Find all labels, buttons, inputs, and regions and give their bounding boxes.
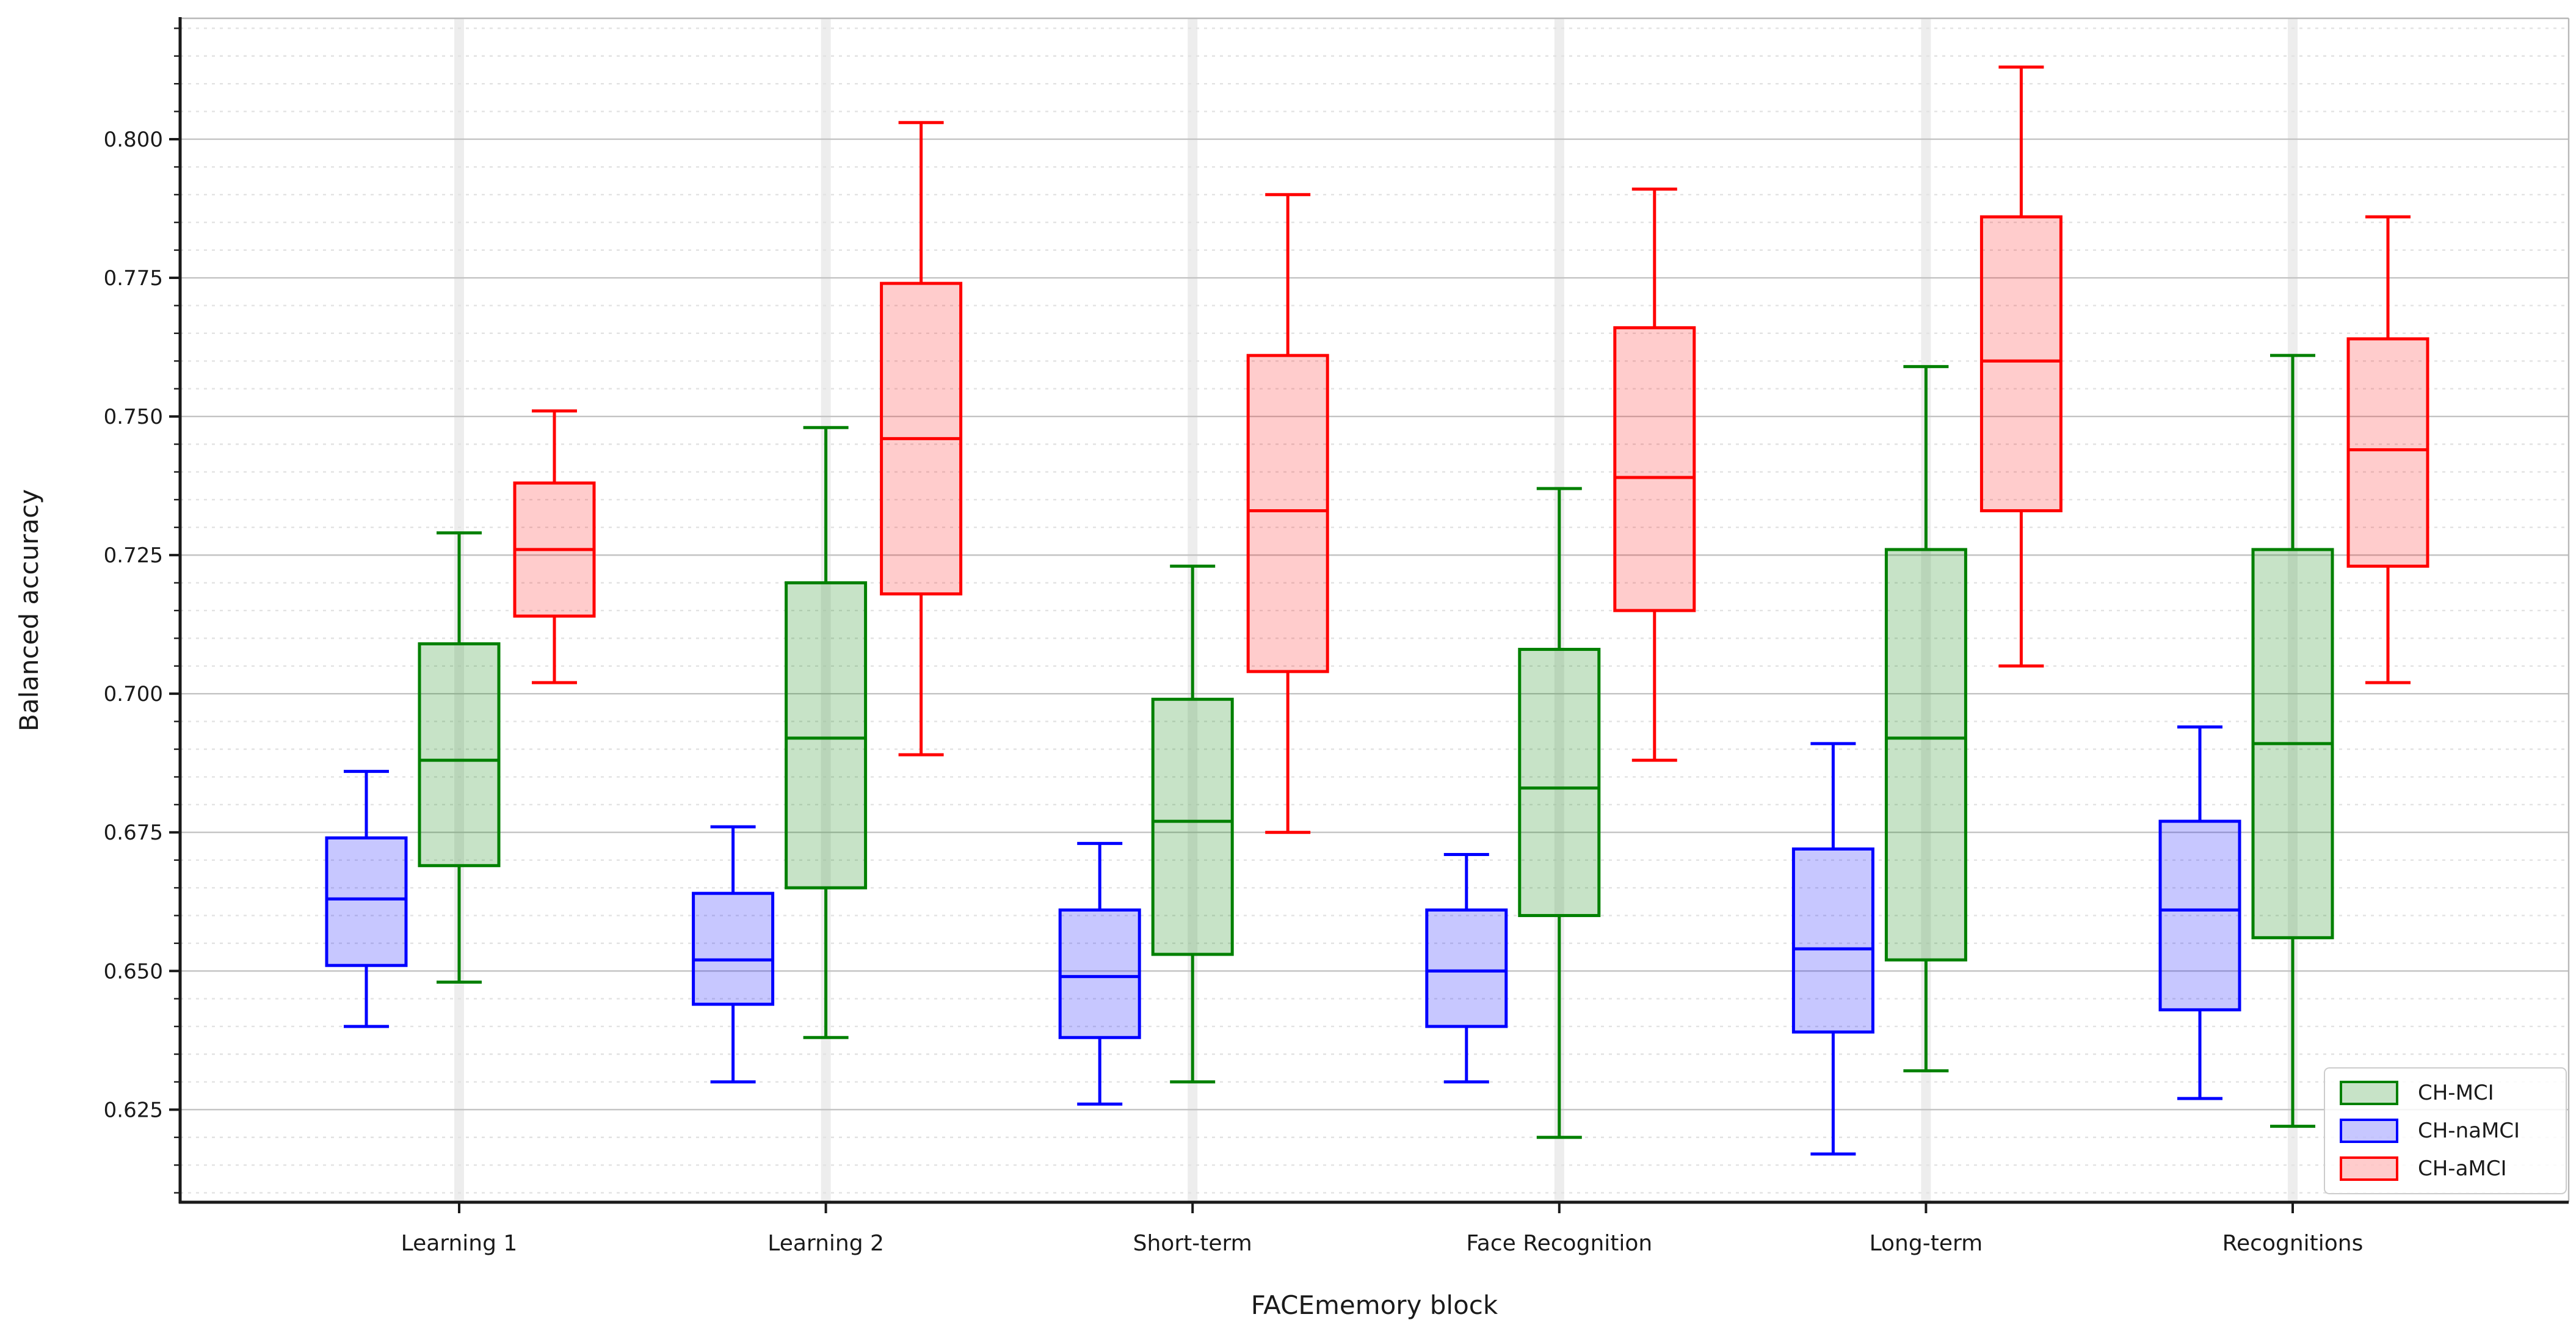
box-iqr bbox=[1979, 215, 2063, 512]
box-CH-aMCI-learning-1 bbox=[513, 409, 596, 684]
box-iqr bbox=[1246, 354, 1329, 673]
box-iqr bbox=[418, 642, 501, 868]
y-axis-title: Balanced accuracy bbox=[14, 489, 44, 731]
box-CH-naMCI-learning-2 bbox=[692, 825, 775, 1084]
box-iqr bbox=[1613, 326, 1696, 612]
y-tick-label: 0.700 bbox=[104, 682, 163, 706]
box-CH-aMCI-short-term bbox=[1246, 193, 1329, 834]
x-tick-label: Short-term bbox=[1133, 1231, 1252, 1256]
x-tick-label: Long-term bbox=[1870, 1231, 1983, 1256]
box-CH-MCI-recognitions bbox=[2251, 354, 2334, 1128]
box-iqr bbox=[1884, 548, 1967, 962]
y-tick-label: 0.625 bbox=[104, 1098, 163, 1122]
box-CH-naMCI-recognitions bbox=[2158, 725, 2241, 1100]
category-stripe bbox=[1921, 18, 1931, 1202]
box-CH-aMCI-recognitions bbox=[2346, 215, 2429, 684]
box-CH-naMCI-face-recognition bbox=[1425, 853, 1508, 1084]
y-tick-label: 0.675 bbox=[104, 821, 163, 845]
box-iqr bbox=[2346, 337, 2429, 568]
x-axis-title: FACEmemory block bbox=[1251, 1290, 1498, 1320]
y-tick-label: 0.650 bbox=[104, 959, 163, 984]
legend: CH-MCI CH-naMCI CH-aMCI bbox=[2324, 1067, 2567, 1194]
box-iqr bbox=[692, 891, 775, 1006]
box-iqr bbox=[1058, 908, 1141, 1039]
box-iqr bbox=[1425, 908, 1508, 1028]
legend-label: CH-MCI bbox=[2418, 1081, 2494, 1105]
box-CH-MCI-learning-2 bbox=[785, 426, 868, 1039]
legend-label: CH-naMCI bbox=[2418, 1119, 2520, 1143]
box-CH-MCI-learning-1 bbox=[418, 531, 501, 984]
box-CH-aMCI-learning-2 bbox=[880, 121, 963, 757]
box-CH-naMCI-learning-1 bbox=[325, 769, 408, 1028]
legend-swatch-icon bbox=[2340, 1119, 2398, 1143]
legend-entry-ch-mci: CH-MCI bbox=[2325, 1077, 2566, 1109]
x-tick-label: Learning 2 bbox=[767, 1231, 884, 1256]
y-tick-label: 0.725 bbox=[104, 543, 163, 568]
x-tick-label: Face Recognition bbox=[1466, 1231, 1652, 1256]
box-CH-aMCI-face-recognition bbox=[1613, 187, 1696, 762]
box-iqr bbox=[2158, 819, 2241, 1012]
box-iqr bbox=[1518, 648, 1601, 917]
box-iqr bbox=[785, 581, 868, 890]
box-CH-MCI-short-term bbox=[1151, 564, 1234, 1084]
x-tick-label: Learning 1 bbox=[401, 1231, 518, 1256]
box-iqr bbox=[1791, 847, 1874, 1034]
box-CH-aMCI-long-term bbox=[1979, 65, 2063, 668]
legend-swatch-icon bbox=[2340, 1156, 2398, 1181]
legend-swatch-icon bbox=[2340, 1081, 2398, 1105]
box-iqr bbox=[1151, 697, 1234, 956]
legend-label: CH-aMCI bbox=[2418, 1156, 2507, 1181]
y-tick-label: 0.800 bbox=[104, 128, 163, 152]
x-tick-label: Recognitions bbox=[2222, 1231, 2364, 1256]
y-tick-label: 0.750 bbox=[104, 405, 163, 429]
box-CH-MCI-long-term bbox=[1884, 365, 1967, 1073]
legend-entry-ch-namci: CH-naMCI bbox=[2325, 1115, 2566, 1147]
box-CH-MCI-face-recognition bbox=[1518, 487, 1601, 1139]
box-iqr bbox=[325, 836, 408, 967]
box-CH-naMCI-long-term bbox=[1791, 742, 1874, 1156]
legend-entry-ch-amci: CH-aMCI bbox=[2325, 1153, 2566, 1185]
y-tick-label: 0.775 bbox=[104, 266, 163, 291]
box-CH-naMCI-short-term bbox=[1058, 841, 1141, 1106]
